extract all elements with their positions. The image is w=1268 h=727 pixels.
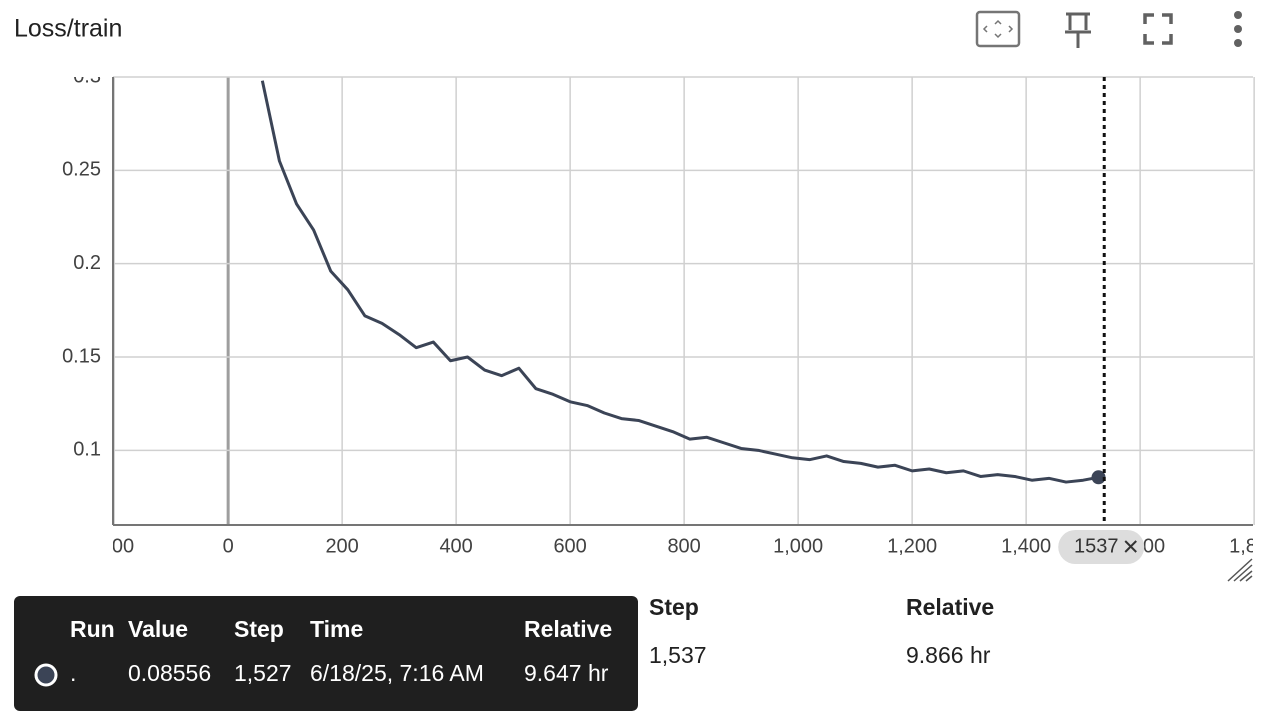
x-tick-label: 0 — [223, 535, 234, 557]
fit-domain-button[interactable] — [975, 10, 1021, 48]
cursor-label: 1537 — [1074, 535, 1119, 557]
tooltip-cell: 1,527 — [234, 660, 292, 686]
tooltip-header: Step — [234, 616, 284, 642]
x-tick-label: 200 — [325, 535, 358, 557]
x-tick-label: 1,200 — [887, 535, 937, 557]
x-tick-label: 1,800 — [1229, 535, 1268, 557]
chart: -20002004006008001,0001,2001,4001,6001,8… — [62, 65, 1268, 564]
more-button[interactable] — [1234, 11, 1242, 47]
x-tick-label: 1,000 — [773, 535, 823, 557]
tooltip-header: Run — [70, 616, 115, 642]
tooltip-cell: . — [70, 660, 76, 686]
x-tick-label: -200 — [94, 535, 134, 557]
x-tick-label: 400 — [439, 535, 472, 557]
column-header: Relative — [906, 594, 994, 620]
run-swatch — [34, 663, 58, 687]
tooltip-box — [14, 596, 638, 711]
fullscreen-button[interactable] — [1143, 13, 1173, 45]
tooltip-header: Time — [310, 616, 363, 642]
card-title: Loss/train — [14, 15, 122, 43]
cell: 1,537 — [649, 642, 707, 668]
y-tick-label: 0.1 — [73, 439, 101, 461]
cursor-chip — [1058, 530, 1145, 564]
y-tick-label: 0.25 — [62, 159, 101, 181]
y-tick-label: 0.2 — [73, 252, 101, 274]
tooltip-header: Value — [128, 616, 188, 642]
tooltip-cell: 0.08556 — [128, 660, 211, 686]
series-line — [260, 80, 1106, 484]
y-tick-labels: 0.1 0.15 0.2 0.25 0.3 — [62, 65, 101, 461]
hover-point — [1091, 470, 1106, 485]
column-header: Step — [649, 594, 699, 620]
cursor-close[interactable] — [1124, 540, 1137, 553]
pin-button[interactable] — [1065, 12, 1091, 48]
x-tick-labels: -20002004006008001,0001,2001,4001,6001,8… — [94, 535, 1268, 557]
y-tick-label: 0.3 — [73, 65, 101, 87]
tooltip-cell: 9.647 hr — [524, 660, 609, 686]
y-tick-label: 0.15 — [62, 345, 101, 367]
resize-handle[interactable] — [1227, 558, 1253, 582]
tooltip-header: Relative — [524, 616, 612, 642]
x-tick-label: 1,400 — [1001, 535, 1051, 557]
cell: 9.866 hr — [906, 642, 991, 668]
x-tick-label: 800 — [667, 535, 700, 557]
tooltip: Run. Value 0.08556 Step 1,527 Time 6/18/25, 7:… — [70, 616, 612, 686]
x-tick-label: 600 — [553, 535, 586, 557]
tooltip-cell: 6/18/25, 7:16 AM — [310, 660, 484, 686]
